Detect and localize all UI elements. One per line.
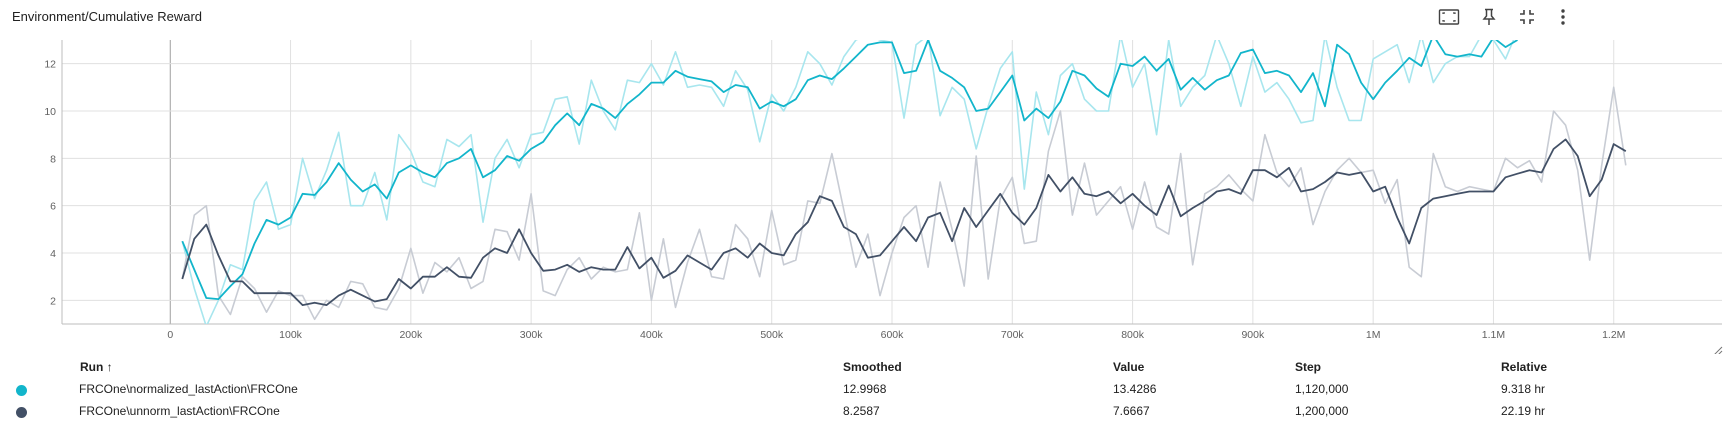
series-color-dot xyxy=(16,385,27,396)
legend-header-relative: Relative xyxy=(1501,360,1548,374)
x-tick-label: 1.1M xyxy=(1482,329,1505,341)
legend-value: 13.4286 xyxy=(1113,382,1157,396)
more-vertical-icon xyxy=(1561,9,1565,25)
y-tick-label: 10 xyxy=(44,106,56,118)
chart-title: Environment/Cumulative Reward xyxy=(12,9,203,24)
series-smoothed-line xyxy=(181,40,1518,300)
x-tick-label: 1M xyxy=(1366,329,1381,341)
x-tick-label: 400k xyxy=(640,329,664,341)
card-header: Environment/Cumulative Reward xyxy=(0,0,1726,34)
collapse-icon xyxy=(1520,10,1534,24)
legend-header-step: Step xyxy=(1295,360,1322,374)
legend-smoothed-value: 12.9968 xyxy=(843,382,887,396)
y-tick-label: 12 xyxy=(44,59,56,71)
x-tick-label: 200k xyxy=(399,329,423,341)
more-options-button[interactable] xyxy=(1550,4,1576,30)
legend-header-smoothed: Smoothed xyxy=(843,360,902,374)
legend-row: FRCOne\unnorm_lastAction\FRCOne 8.2587 7… xyxy=(0,400,1726,422)
x-tick-label: 700k xyxy=(1001,329,1025,341)
series-color-dot xyxy=(16,407,27,418)
x-tick-label: 500k xyxy=(760,329,784,341)
fit-domain-button[interactable] xyxy=(1436,4,1462,30)
series-smoothed-line xyxy=(181,138,1627,306)
x-tick-label: 0 xyxy=(167,329,173,341)
x-tick-label: 600k xyxy=(881,329,905,341)
plot-area xyxy=(181,40,1627,324)
series-raw-line xyxy=(181,86,1627,321)
x-tick-label: 100k xyxy=(279,329,303,341)
x-tick-label: 1.2M xyxy=(1602,329,1625,341)
legend-relative: 22.19 hr xyxy=(1501,404,1546,418)
x-tick-label: 300k xyxy=(520,329,544,341)
line-chart[interactable]: 0 100k 200k 300k 400k 500k 600k 700k 800k 900k 1M 1… xyxy=(0,34,1726,354)
resize-handle-icon xyxy=(1714,346,1723,354)
x-tick-label: 900k xyxy=(1241,329,1265,341)
pin-icon xyxy=(1482,8,1496,25)
x-tick-label: 800k xyxy=(1121,329,1145,341)
fit-domain-icon xyxy=(1438,9,1460,25)
legend-value: 7.6667 xyxy=(1113,404,1150,418)
legend-relative: 9.318 hr xyxy=(1501,382,1546,396)
legend-header-value: Value xyxy=(1113,360,1145,374)
y-tick-label: 2 xyxy=(50,295,56,307)
legend-header-run[interactable]: Run ↑ xyxy=(80,360,113,374)
pin-button[interactable] xyxy=(1476,4,1502,30)
legend-row: FRCOne\normalized_lastAction\FRCOne 12.9… xyxy=(0,378,1726,400)
y-tick-label: 4 xyxy=(50,248,56,260)
y-tick-label: 6 xyxy=(50,201,56,213)
y-tick-label: 8 xyxy=(50,153,56,165)
legend-smoothed-value: 8.2587 xyxy=(843,404,880,418)
collapse-button[interactable] xyxy=(1514,4,1540,30)
legend-step: 1,120,000 xyxy=(1295,382,1349,396)
legend-run-name: FRCOne\unnorm_lastAction\FRCOne xyxy=(79,404,280,418)
legend-run-name: FRCOne\normalized_lastAction\FRCOne xyxy=(79,382,298,396)
legend-step: 1,200,000 xyxy=(1295,404,1349,418)
series-raw-line xyxy=(181,40,1515,324)
